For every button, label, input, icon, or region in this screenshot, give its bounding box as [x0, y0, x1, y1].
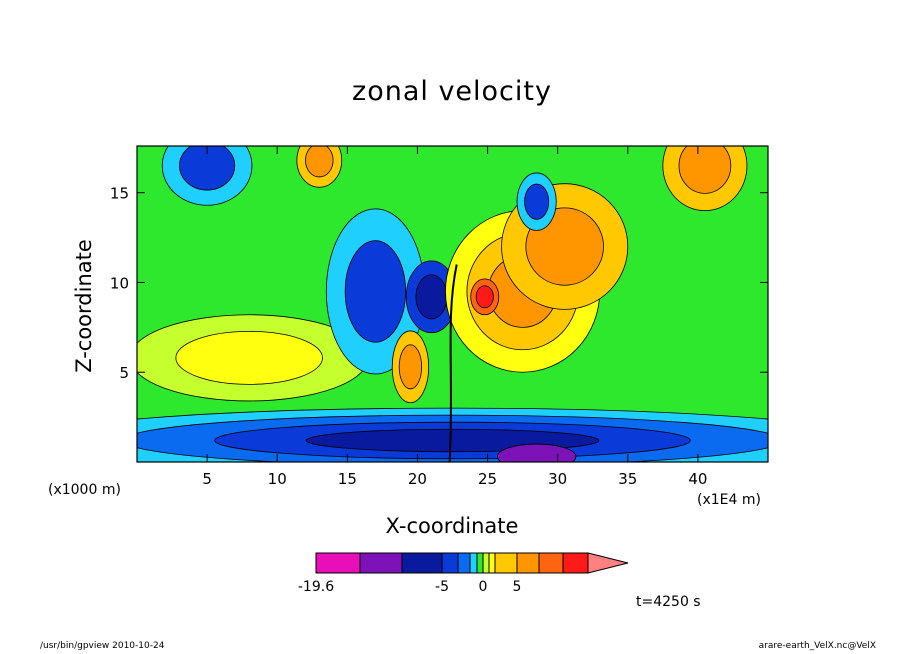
colorbar-segment: [469, 552, 478, 574]
plot-frame: [136, 145, 769, 463]
x-tick-label: 10: [268, 470, 287, 488]
x-tick-label: 30: [548, 470, 567, 488]
x-tick-label: 20: [408, 470, 427, 488]
bottom-purple-patch-level-0: [496, 443, 577, 462]
colorbar-tick-label: -5: [435, 579, 449, 595]
x-axis-label: X-coordinate: [385, 514, 519, 538]
y-tick-label: 10: [110, 274, 129, 292]
colorbar-segment: [441, 552, 459, 574]
colorbar-segment: [562, 552, 589, 574]
right-red-spot-level-1: [475, 285, 494, 309]
x-tick-label: 5: [202, 470, 212, 488]
mid-left-blue-level-1: [344, 240, 406, 343]
left-yellow-band-level-1: [175, 330, 323, 385]
colorbar-segment: [359, 552, 403, 574]
left-upper-blue-eddy-level-1: [179, 146, 236, 191]
top-mid-orange-cell-level-1: [305, 146, 334, 178]
x-scale-label: (x1E4 m): [697, 492, 761, 508]
axes-frame: 5 10 15 20 25 30 35 40 5 10 15: [110, 145, 769, 488]
colorbar: -19.6 -5 0 5: [298, 552, 629, 595]
colorbar-segment: [538, 552, 564, 574]
time-label: t=4250 s: [636, 594, 701, 610]
colorbar-segment: [494, 552, 518, 574]
x-tick-label: 35: [618, 470, 637, 488]
colorbar-segment: [457, 552, 471, 574]
near-jet-darkblue-level-1: [415, 274, 448, 320]
colorbar-segment: [488, 552, 496, 574]
chart-title: zonal velocity: [352, 76, 552, 107]
x-unit-label: (x1000 m): [48, 482, 121, 498]
colorbar-extend-arrow: [587, 552, 629, 574]
x-tick-label: 15: [338, 470, 357, 488]
colorbar-tick-label: 0: [479, 579, 488, 595]
footer-left: /usr/bin/gpview 2010-10-24: [40, 641, 165, 651]
x-tick-label: 25: [478, 470, 497, 488]
mid-left-orange-cell-level-1: [398, 344, 423, 390]
contour-field: [137, 146, 768, 462]
y-axis-label: Z-coordinate: [72, 239, 96, 373]
colorbar-segment: [482, 552, 490, 574]
colorbar-tick-label: 5: [513, 579, 522, 595]
x-tick-label: 40: [688, 470, 707, 488]
top-right-orange-eddy-level-1: [678, 146, 732, 194]
y-tick-label: 15: [110, 185, 129, 203]
y-tick-label: 5: [119, 364, 129, 382]
colorbar-segment: [516, 552, 540, 574]
colorbar-segment: [315, 552, 361, 574]
footer-right: arare-earth_VelX.nc@VelX: [758, 641, 876, 651]
upper-blue-cell-level-1: [524, 183, 550, 220]
colorbar-tick-label: -19.6: [298, 579, 334, 595]
colorbar-segment: [401, 552, 443, 574]
jet-front-line: [448, 264, 458, 462]
colorbar-segment: [476, 552, 484, 574]
